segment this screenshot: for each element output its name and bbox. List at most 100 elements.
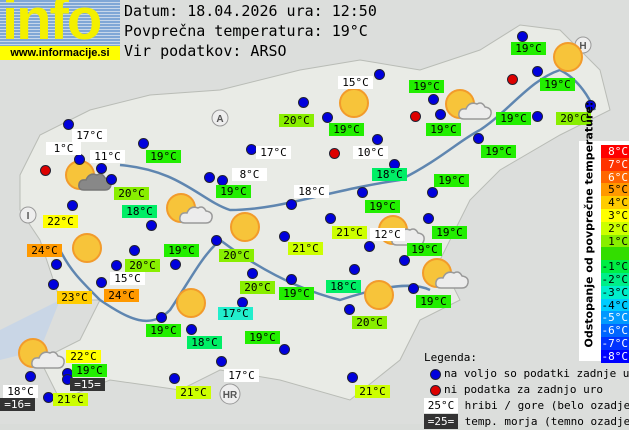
station-dot[interactable] (344, 304, 355, 315)
temperature-label: 19°C (365, 200, 400, 213)
station-dot[interactable] (129, 245, 140, 256)
temperature-label: 20°C (219, 249, 254, 262)
scale-step: 3°C (601, 209, 629, 222)
station-dot[interactable] (216, 356, 227, 367)
sun-cloud-icon (445, 89, 492, 120)
station-dot[interactable] (532, 111, 543, 122)
scale-step: -5°C (601, 311, 629, 325)
station-dot[interactable] (399, 255, 410, 266)
station-dot[interactable] (146, 220, 157, 231)
temperature-label: 15°C (338, 76, 373, 89)
temperature-label: 19°C (432, 226, 467, 239)
station-dot[interactable] (585, 100, 596, 111)
station-dot[interactable] (204, 172, 215, 183)
station-dot[interactable] (106, 174, 117, 185)
temperature-label: 18°C (187, 336, 222, 349)
station-dot[interactable] (408, 283, 419, 294)
station-dot[interactable] (298, 97, 309, 108)
temperature-label: 18°C (122, 205, 157, 218)
station-dot[interactable] (111, 260, 122, 271)
station-dot[interactable] (156, 312, 167, 323)
weather-icon (407, 248, 477, 302)
station-dot[interactable] (170, 259, 181, 270)
station-dot[interactable] (96, 277, 107, 288)
weather-icon (57, 223, 127, 277)
logo[interactable]: info www.informacije.si (0, 0, 120, 60)
station-dot[interactable] (51, 259, 62, 270)
station-dot[interactable] (279, 231, 290, 242)
station-dot-missing[interactable] (507, 74, 518, 85)
temperature-label: 1°C (46, 142, 81, 155)
temperature-label: 20°C (125, 259, 160, 272)
station-dot[interactable] (96, 163, 107, 174)
temperature-label: 11°C (90, 150, 125, 163)
temperature-label: 10°C (353, 146, 388, 159)
station-dot[interactable] (286, 274, 297, 285)
scale-step (601, 247, 629, 261)
scale-step: 6°C (601, 170, 629, 184)
station-dot[interactable] (63, 119, 74, 130)
station-dot[interactable] (279, 344, 290, 355)
legend-missing: ni podatka za zadnjo uro (444, 383, 603, 396)
scale-step: 1°C (601, 234, 629, 248)
map-letter-a: A (216, 114, 223, 125)
station-dot[interactable] (427, 187, 438, 198)
station-dot[interactable] (349, 264, 360, 275)
station-dot[interactable] (372, 134, 383, 145)
station-dot[interactable] (435, 109, 446, 120)
temperature-label: 18°C (294, 185, 329, 198)
station-dot[interactable] (74, 154, 85, 165)
temperature-label: 24°C (104, 289, 139, 302)
station-dot[interactable] (325, 213, 336, 224)
blue-dot-icon (430, 369, 441, 380)
temperature-label: 24°C (27, 244, 62, 257)
station-dot[interactable] (286, 199, 297, 210)
station-dot[interactable] (347, 372, 358, 383)
temperature-label: 20°C (240, 281, 275, 294)
logo-url[interactable]: www.informacije.si (0, 46, 120, 60)
station-dot[interactable] (374, 69, 385, 80)
station-dot[interactable] (48, 279, 59, 290)
data-source: Vir podatkov: ARSO (124, 42, 287, 60)
map-letter-h: H (579, 41, 586, 52)
temperature-label: =15= (70, 378, 105, 391)
station-dot[interactable] (532, 66, 543, 77)
sun-cloud-icon (166, 193, 213, 224)
scale-step: 4°C (601, 196, 629, 210)
weather-icon (430, 79, 500, 133)
station-dot[interactable] (67, 200, 78, 211)
station-dot[interactable] (138, 138, 149, 149)
station-dot[interactable] (357, 187, 368, 198)
temperature-label: 19°C (511, 42, 546, 55)
station-dot-missing[interactable] (40, 165, 51, 176)
scale-step: -1°C (601, 260, 629, 274)
station-dot[interactable] (428, 94, 439, 105)
temperature-label: 20°C (279, 114, 314, 127)
station-dot[interactable] (247, 268, 258, 279)
temperature-label: 19°C (540, 78, 575, 91)
scale-step: 7°C (601, 157, 629, 171)
station-dot[interactable] (517, 31, 528, 42)
sun-icon (339, 88, 369, 118)
station-dot[interactable] (364, 241, 375, 252)
scale-step: -6°C (601, 324, 629, 338)
weather-icon (151, 183, 221, 237)
temperature-label: 19°C (146, 150, 181, 163)
scale-step: 2°C (601, 221, 629, 235)
legend-sea: temp. morja (temno ozadje) (464, 415, 629, 428)
station-dot[interactable] (211, 235, 222, 246)
station-dot[interactable] (169, 373, 180, 384)
weather-icon (538, 32, 608, 86)
station-dot[interactable] (322, 112, 333, 123)
weather-icon (50, 150, 120, 204)
date-time: Datum: 18.04.2026 ura: 12:50 (124, 2, 377, 20)
weather-icon (3, 328, 73, 382)
station-dot[interactable] (186, 324, 197, 335)
temperature-label: 19°C (72, 364, 107, 377)
station-dot[interactable] (25, 371, 36, 382)
station-dot[interactable] (473, 133, 484, 144)
temperature-label: 18°C (3, 385, 38, 398)
station-dot-missing[interactable] (329, 148, 340, 159)
station-dot-missing[interactable] (410, 111, 421, 122)
station-dot[interactable] (423, 213, 434, 224)
